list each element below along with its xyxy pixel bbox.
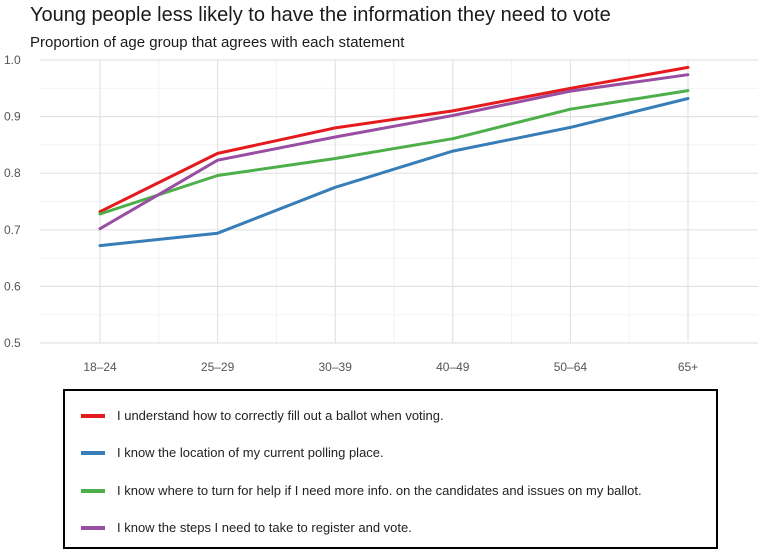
legend-item: I know the location of my current pollin… [81, 445, 384, 460]
y-tick-label: 0.6 [4, 279, 21, 293]
y-tick-label: 0.8 [4, 166, 21, 180]
legend: I understand how to correctly fill out a… [63, 389, 718, 549]
legend-label: I know the steps I need to take to regis… [117, 520, 412, 535]
y-tick-label: 0.5 [4, 336, 21, 350]
legend-swatch [81, 488, 105, 493]
chart-subtitle: Proportion of age group that agrees with… [30, 34, 405, 51]
x-tick-label: 65+ [678, 360, 698, 374]
y-tick-label: 1.0 [4, 53, 21, 67]
chart-title: Young people less likely to have the inf… [30, 4, 611, 26]
legend-swatch [81, 450, 105, 455]
legend-item: I understand how to correctly fill out a… [81, 408, 444, 423]
x-tick-label: 25–29 [201, 360, 235, 374]
series-line [98, 89, 690, 216]
legend-item: I know where to turn for help if I need … [81, 483, 642, 498]
x-tick-label: 40–49 [436, 360, 470, 374]
x-tick-label: 18–24 [83, 360, 117, 374]
y-tick-label: 0.9 [4, 110, 21, 124]
x-tick-label: 30–39 [319, 360, 353, 374]
legend-swatch [81, 525, 105, 530]
legend-label: I know where to turn for help if I need … [117, 483, 642, 498]
legend-label: I know the location of my current pollin… [117, 445, 384, 460]
legend-item: I know the steps I need to take to regis… [81, 520, 412, 535]
line-chart: 0.5 0.6 0.7 0.8 0.9 1.0 18–24 25–29 30–39 40–49 50… [4, 53, 758, 374]
series-line [98, 73, 690, 231]
y-tick-label: 0.7 [4, 223, 21, 237]
legend-label: I understand how to correctly fill out a… [117, 408, 444, 423]
legend-swatch [81, 413, 105, 418]
series-line [98, 65, 690, 214]
series-line [98, 97, 690, 248]
x-tick-label: 50–64 [554, 360, 588, 374]
